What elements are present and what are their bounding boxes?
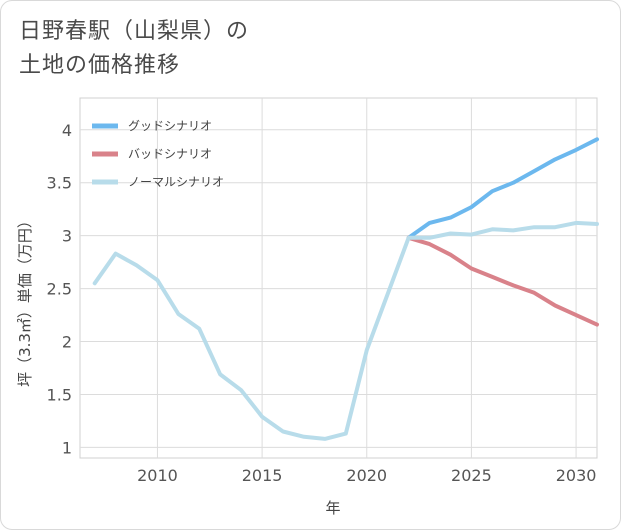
- chart-title-line1: 日野春駅（山梨県）の: [19, 19, 250, 44]
- series-line-bad: [406, 235, 599, 327]
- y-tick-label: 1.5: [47, 385, 72, 404]
- x-tick-label: 2030: [556, 466, 597, 485]
- y-tick-label: 1: [62, 438, 72, 457]
- tick-labels: 1 1.5 2 2.5 3 3.5 4 2010 2015 2020 2025 2030: [47, 121, 597, 485]
- y-tick-label: 3: [62, 227, 72, 246]
- y-tick-label: 3.5: [47, 174, 72, 193]
- series-lines: [92, 137, 599, 441]
- y-tick-label: 4: [62, 121, 72, 140]
- legend-label: バッドシナリオ: [128, 147, 212, 161]
- plot-area: [79, 97, 598, 459]
- legend-label: グッドシナリオ: [128, 119, 212, 133]
- chart-title-line2: 土地の価格推移: [19, 53, 181, 78]
- y-tick-label: 2: [62, 333, 72, 352]
- x-axis-label: 年: [325, 499, 340, 517]
- series-line-normal: [92, 220, 599, 441]
- legend-label: ノーマルシナリオ: [128, 175, 224, 189]
- x-tick-label: 2020: [346, 466, 387, 485]
- y-axis-label: 坪（3.3㎡）単価（万円）: [16, 213, 34, 387]
- x-tick-label: 2025: [451, 466, 492, 485]
- chart-title: 日野春駅（山梨県）の 土地の価格推移: [19, 15, 579, 83]
- x-tick-label: 2010: [137, 466, 178, 485]
- series-line-good: [406, 137, 599, 240]
- x-tick-label: 2015: [242, 466, 283, 485]
- y-tick-label: 2.5: [47, 280, 72, 299]
